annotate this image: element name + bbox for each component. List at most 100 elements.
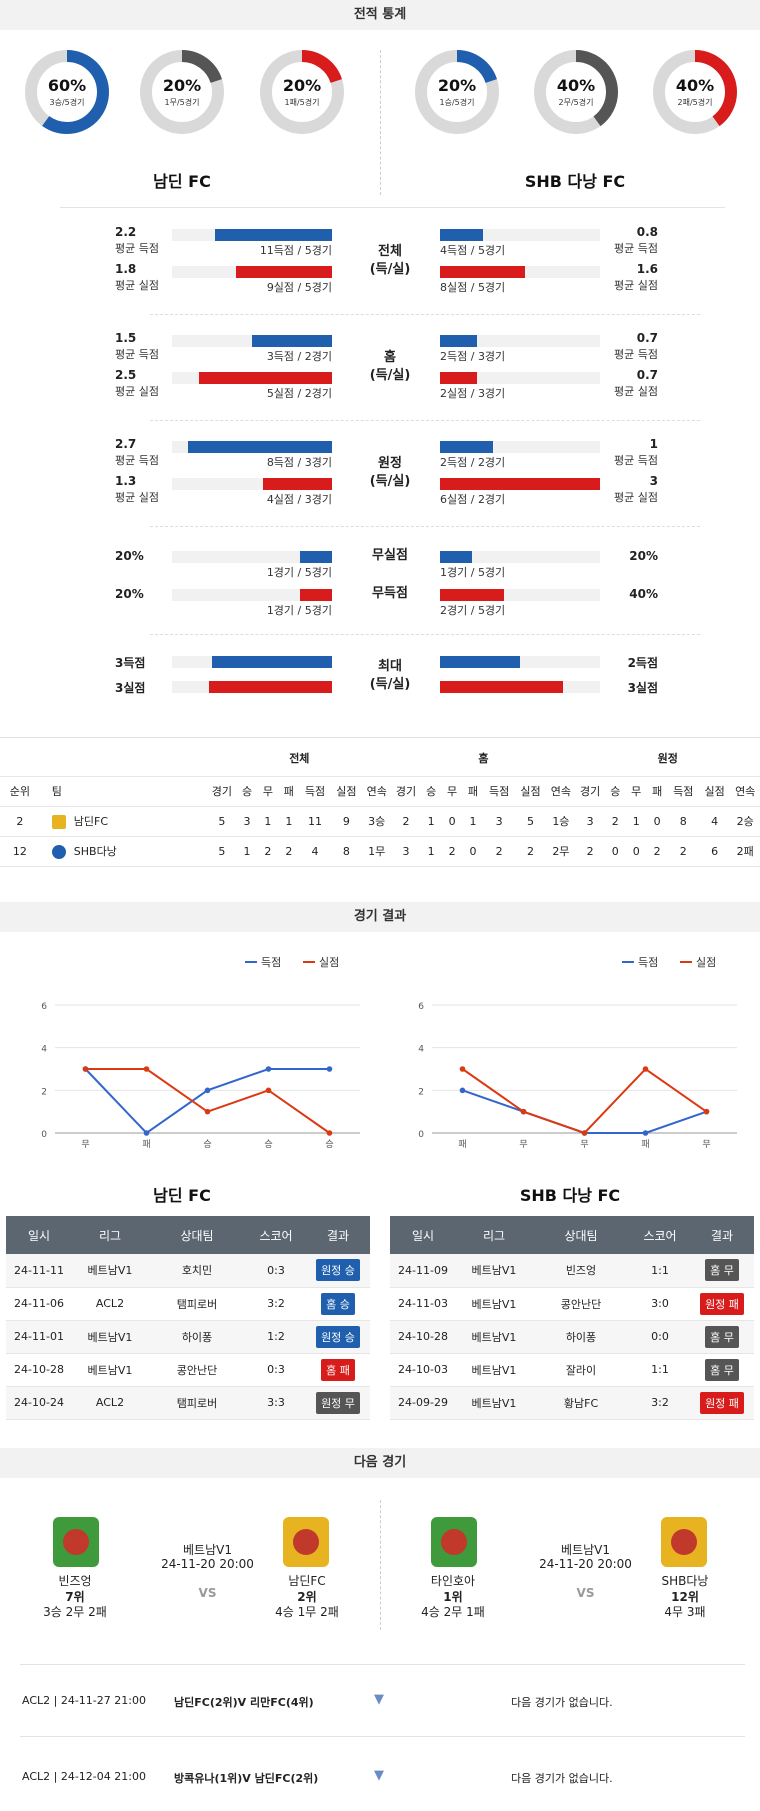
away-team-name[interactable]: SHB다낭 [661,1574,709,1588]
stat-value-left: 3득점 [115,656,146,670]
divider [0,737,760,738]
data-point [265,1087,272,1094]
home-crest-icon[interactable] [53,1517,99,1567]
team-right-name: SHB 다낭 FC [524,172,626,191]
standings-row[interactable]: 2 남딘FC 5 3 1 1 11 9 3승 2 1 0 1 3 5 1승 3 2 1 0 8 4 2승 [0,806,760,837]
standings-col-header: 패 [462,775,484,807]
vs-label: VS [198,1586,217,1600]
standings-col-header: 득점 [299,775,331,807]
stat-caption-left: 1경기 / 5경기 [266,604,332,617]
stat-value-left: 1.8 [115,262,137,276]
results-cell: ACL2 [72,1386,148,1420]
standings-col-header: 실점 [698,775,731,807]
upcoming-match[interactable]: 방콕유나(1위)V 남딘FC(2위) [174,1772,319,1785]
x-tick-label: 패 [458,1139,466,1150]
stat-value-right: 0.7 [636,368,658,382]
results-row[interactable]: 24-11-03 베트남V1 콩안난단 3:0 원정 패 [390,1287,754,1321]
results-row[interactable]: 24-09-29 베트남V1 황남FC 3:2 원정 패 [390,1386,754,1420]
stat-bar-right [440,372,477,384]
away-team-name[interactable]: 남딘FC [288,1574,326,1588]
chevron-down-icon[interactable]: ▼ [374,1692,384,1707]
stat-label-left: 평균 득점 [115,454,159,467]
results-team-left: 남딘 FC [153,1186,211,1205]
stat-value-left: 1.3 [115,474,137,488]
results-cell: 베트남V1 [72,1254,148,1288]
stat-label-left: 평균 실점 [115,385,159,398]
stat-value-left: 20% [115,549,144,563]
nam-dinh-crest-icon [51,815,66,829]
home-team-name[interactable]: 타인호아 [430,1574,476,1588]
standings-row[interactable]: 12 SHB다낭 5 1 2 2 4 8 1무 3 1 2 0 2 2 2무 2 0 0 2 2 6 2패 [0,836,760,867]
x-tick-label: 무 [519,1139,527,1150]
results-cell: 3:2 [246,1287,306,1321]
results-cell: 콩안난단 [532,1287,630,1321]
results-row[interactable]: 24-10-24 ACL2 탬피로버 3:3 원정 무 [6,1386,370,1420]
standings-cell: 2 [514,836,547,867]
stat-bar-left [209,681,332,693]
results-cell: 탬피로버 [148,1386,246,1420]
home-team-name[interactable]: 빈즈엉 [58,1574,92,1588]
series-line [462,1089,707,1134]
stat-value-left: 1.5 [115,331,137,345]
stat-bar-left [188,441,332,453]
results-row[interactable]: 24-11-09 베트남V1 빈즈엉 1:1 홈 무 [390,1254,754,1288]
results-cell: 24-10-28 [390,1320,456,1354]
standings-cell: 1 [462,806,484,837]
stat-label-left: 평균 실점 [115,491,159,504]
standings-cell: 2무 [546,836,576,867]
results-col-header: 상대팀 [148,1216,246,1254]
standings-team-name[interactable]: 남딘FC [73,815,109,828]
divider [150,420,700,421]
results-row[interactable]: 24-10-28 베트남V1 콩안난단 0:3 홈 패 [6,1353,370,1387]
results-cell: 베트남V1 [72,1353,148,1387]
results-row[interactable]: 24-11-11 베트남V1 호치민 0:3 원정 승 [6,1254,370,1288]
standings-cell: 1승 [546,806,576,837]
y-tick-label: 0 [41,1130,47,1140]
chevron-down-icon[interactable]: ▼ [374,1768,384,1783]
home-crest-icon[interactable] [431,1517,477,1567]
away-crest-icon[interactable] [283,1517,329,1567]
standings-team-name[interactable]: SHB다낭 [73,845,117,858]
home-team-rank: 7위 [65,1590,85,1604]
upcoming-match[interactable]: 남딘FC(2위)V 리만FC(4위) [174,1696,314,1709]
standings-col-header: 득점 [667,775,699,807]
results-col-header: 리그 [72,1216,148,1254]
result-badge: 홈 무 [705,1259,739,1282]
group-label-main: 최대 [378,659,402,674]
line-chart: 득점 실점 0 2 4 6 패 무 무 패 무 [418,956,737,1150]
stat-bar-right [440,478,600,490]
results-row[interactable]: 24-10-03 베트남V1 잘라이 1:1 홈 무 [390,1353,754,1387]
results-row[interactable]: 24-11-01 베트남V1 하이퐁 1:2 원정 승 [6,1320,370,1354]
donut-arc [653,50,737,134]
results-outcome-cell: 원정 패 [690,1287,754,1321]
donut-arc [415,50,499,134]
stat-caption-left: 11득점 / 5경기 [259,244,332,257]
stat-caption-left: 1경기 / 5경기 [266,566,332,579]
donut-percent: 40% [675,76,715,95]
y-tick-label: 6 [418,1002,424,1012]
results-header-row: 일시 리그 상대팀 스코어 결과 [390,1216,754,1254]
results-row[interactable]: 24-10-28 베트남V1 하이퐁 0:0 홈 무 [390,1320,754,1354]
results-col-header: 상대팀 [532,1216,630,1254]
crest-inner [441,1529,467,1555]
bar-track [440,372,600,384]
standings-cell: 2 [391,806,421,837]
results-cell: 3:2 [630,1386,690,1420]
shb-danang-crest-icon [51,845,66,859]
data-point [204,1087,211,1094]
data-point [703,1108,710,1115]
stat-bar-left [252,335,332,347]
data-point [520,1108,527,1115]
away-crest-icon[interactable] [661,1517,707,1567]
group-label-main: 원정 [378,456,402,471]
x-tick-label: 승 [203,1139,211,1150]
standings-cell: 2 [575,836,605,867]
results-row[interactable]: 24-11-06 ACL2 탬피로버 3:2 홈 승 [6,1287,370,1321]
results-outcome-cell: 홈 무 [690,1353,754,1387]
donut-caption: 2무/5경기 [558,98,594,107]
away-team-rank: 12위 [671,1590,699,1604]
results-cell: 1:1 [630,1254,690,1288]
standings-cell: 2 [278,836,300,867]
home-team-record: 3승 2무 2패 [43,1605,107,1619]
results-cell: 24-11-01 [6,1320,72,1354]
